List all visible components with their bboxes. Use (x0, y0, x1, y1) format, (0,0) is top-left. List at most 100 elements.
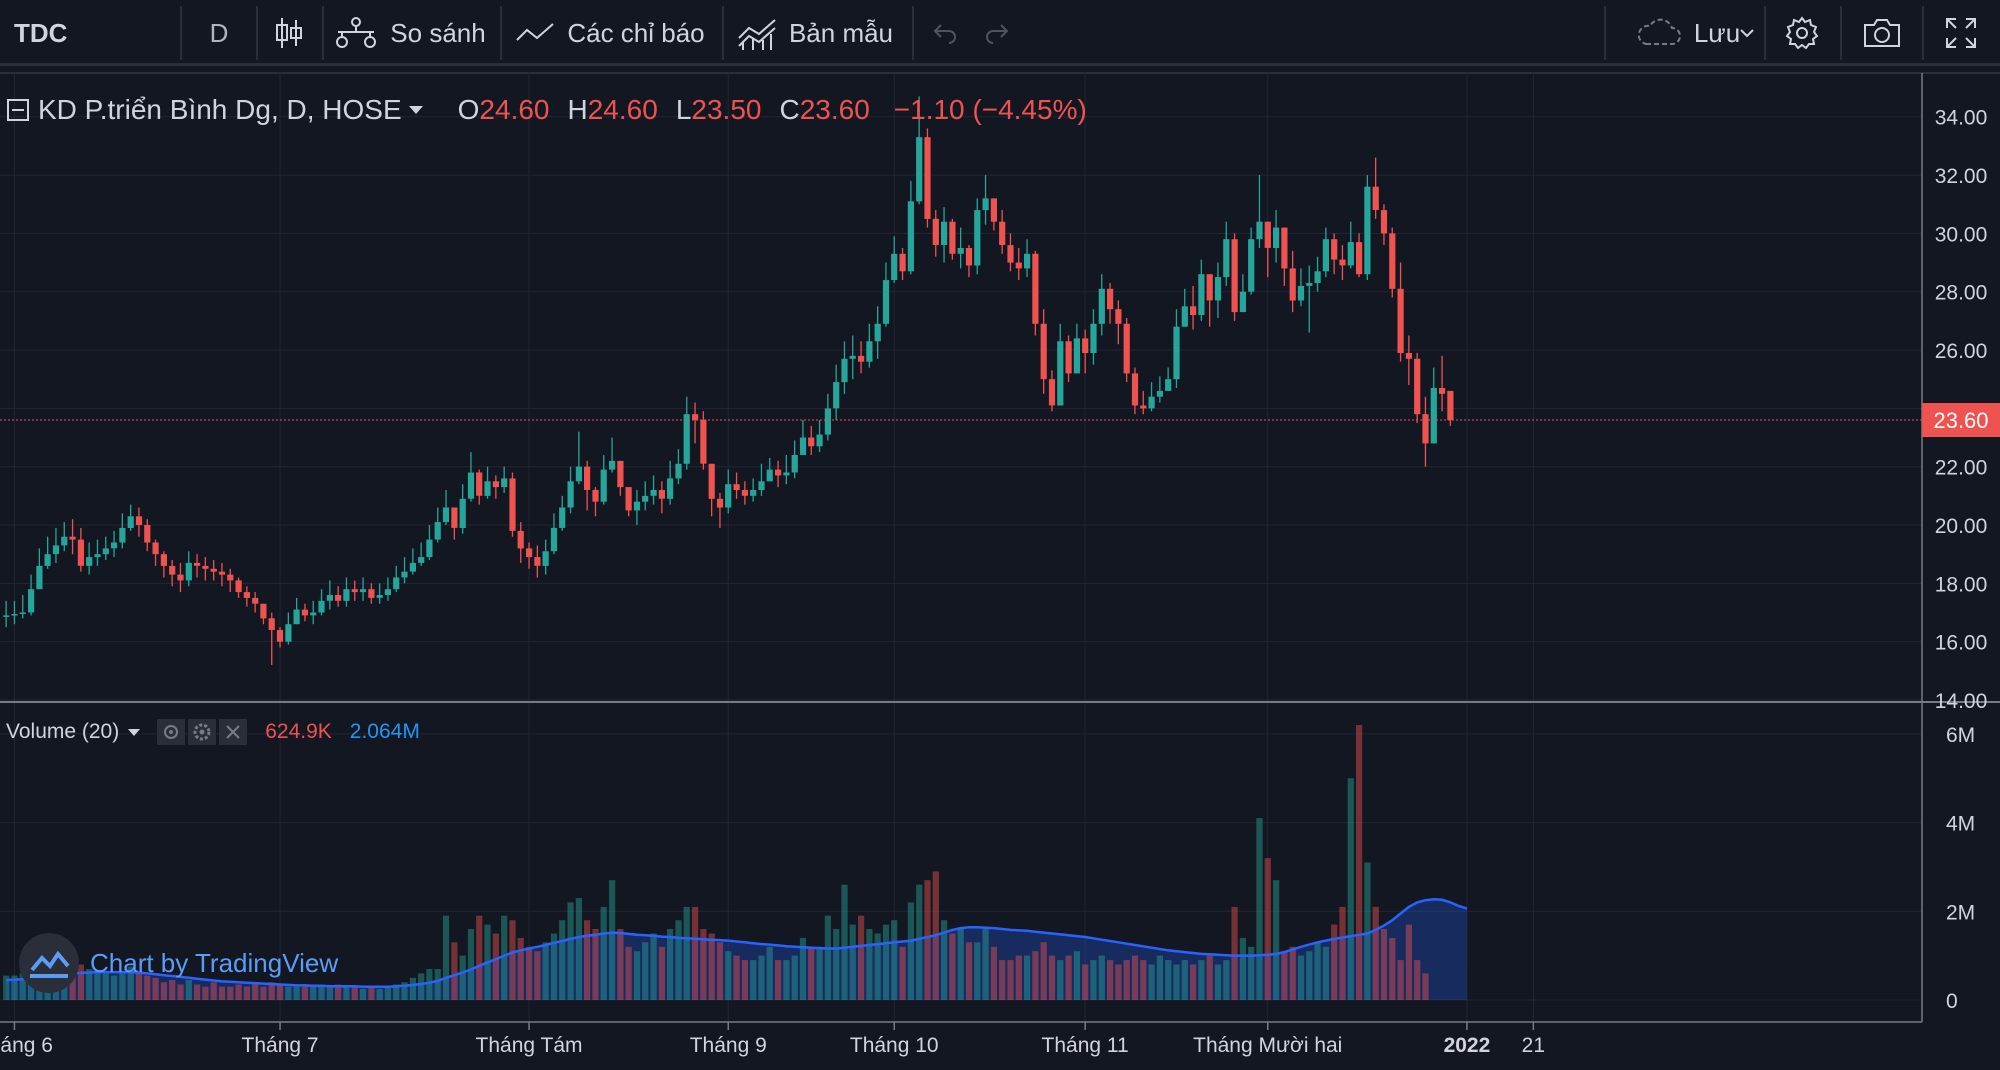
candle-body (824, 408, 831, 435)
candle (990, 198, 997, 231)
undo-button[interactable] (920, 0, 970, 66)
candle (52, 527, 60, 563)
candle-body (849, 355, 856, 359)
candle-body (52, 545, 60, 555)
volume-bar (1223, 960, 1230, 1000)
price-tick-label: 14.00 (1935, 690, 1988, 713)
save-menu-button[interactable] (1732, 0, 1762, 66)
symbol-title[interactable]: KD P.triển Bình Dg, D, HOSE (38, 94, 402, 125)
save-button[interactable]: Lưu (1612, 0, 1762, 66)
candle (243, 586, 250, 607)
candle-body (69, 536, 76, 540)
time-tick-label: 2022 (1444, 1034, 1491, 1057)
candle-body (1248, 239, 1255, 292)
candle (642, 481, 649, 511)
templates-button[interactable]: Bản mẫu (730, 0, 900, 66)
volume-bar (19, 973, 26, 1000)
candle (1024, 239, 1031, 278)
candle (683, 396, 690, 470)
volume-bar (1007, 960, 1014, 1000)
candle (1032, 250, 1039, 336)
candle (650, 475, 657, 505)
time-axis[interactable]: Tháng 6 Tháng 7 Tháng Tám Tháng 9 Tháng 10 Th… (0, 1022, 1545, 1057)
volume-axis[interactable]: 0 2M 4M 6M (1946, 724, 1975, 1013)
volume-bar (949, 933, 956, 1000)
candle (210, 560, 217, 581)
volume-title[interactable]: Volume (20) (6, 720, 120, 743)
caret-down-icon[interactable] (408, 105, 424, 115)
candle-body (1131, 373, 1139, 406)
fullscreen-button[interactable] (1926, 0, 1996, 66)
close-icon[interactable] (219, 719, 248, 745)
volume-bar (1082, 964, 1089, 1000)
candle (999, 210, 1006, 254)
settings-button[interactable] (1768, 0, 1836, 66)
candle (775, 460, 782, 488)
toolbar-divider (722, 6, 724, 60)
candle (965, 245, 973, 278)
toolbar-divider (912, 6, 914, 60)
tradingview-watermark[interactable]: Chart by TradingView (18, 932, 338, 994)
volume-bar (891, 920, 898, 1000)
candle (1414, 352, 1421, 423)
candle-body (202, 565, 209, 569)
volume-bar (1115, 964, 1122, 1000)
candle (1248, 227, 1255, 295)
candle (1273, 210, 1280, 263)
candle (592, 487, 599, 517)
volume-bar (1322, 946, 1329, 1000)
eye-icon[interactable] (157, 719, 186, 745)
candle (169, 560, 176, 587)
snapshot-button[interactable] (1846, 0, 1918, 66)
compare-button[interactable]: So sánh (330, 0, 490, 66)
candle-body (393, 577, 400, 590)
candle (1148, 382, 1155, 412)
redo-button[interactable] (972, 0, 1022, 66)
candle (899, 247, 906, 281)
candle-body (1015, 262, 1022, 269)
volume-bar (102, 973, 109, 1000)
candle (268, 612, 275, 666)
symbol-label: TDC (14, 17, 68, 48)
chart-type-button[interactable] (258, 0, 320, 66)
volume-bar (119, 971, 126, 1000)
candle-body (268, 618, 275, 630)
candle-body (600, 469, 607, 502)
gear-icon[interactable] (188, 719, 217, 745)
symbol-search-button[interactable]: TDC (14, 0, 184, 66)
volume-bar (451, 942, 458, 1000)
volume-bar (1173, 964, 1180, 1000)
candle-body (1115, 309, 1122, 324)
caret-down-icon[interactable] (127, 728, 141, 737)
volume-bar (1214, 964, 1222, 1000)
candle (1073, 323, 1080, 374)
candle-body (617, 460, 624, 488)
volume-bar (194, 984, 201, 1000)
price-axis[interactable]: 14.00 16.00 18.00 20.00 22.00 26.00 28.00 30.00… (1935, 107, 1988, 713)
candle-body (708, 463, 715, 499)
candle (891, 236, 898, 283)
volume-bar (617, 929, 624, 1000)
candle (501, 466, 508, 493)
indicators-icon (516, 23, 555, 41)
time-tick-label: Tháng 9 (690, 1034, 767, 1057)
interval-button[interactable]: D (184, 0, 254, 66)
candle-body (1256, 221, 1263, 240)
candle-body (218, 571, 226, 575)
toolbar-divider (1604, 6, 1606, 60)
candle (293, 597, 300, 625)
candle-body (177, 574, 184, 581)
volume-bar (376, 988, 383, 1000)
candle (633, 490, 641, 526)
volume-bar (202, 986, 209, 1000)
volume-bar (1231, 906, 1238, 1000)
volume-bar (899, 946, 906, 1000)
volume-bar (542, 942, 549, 1000)
indicators-button[interactable]: Các chỉ báo (510, 0, 710, 66)
indicators-label: Các chỉ báo (567, 17, 705, 48)
toolbar-divider (256, 6, 258, 60)
candle (1264, 221, 1271, 278)
volume-bar (476, 915, 483, 1000)
collapse-icon[interactable] (6, 98, 30, 122)
